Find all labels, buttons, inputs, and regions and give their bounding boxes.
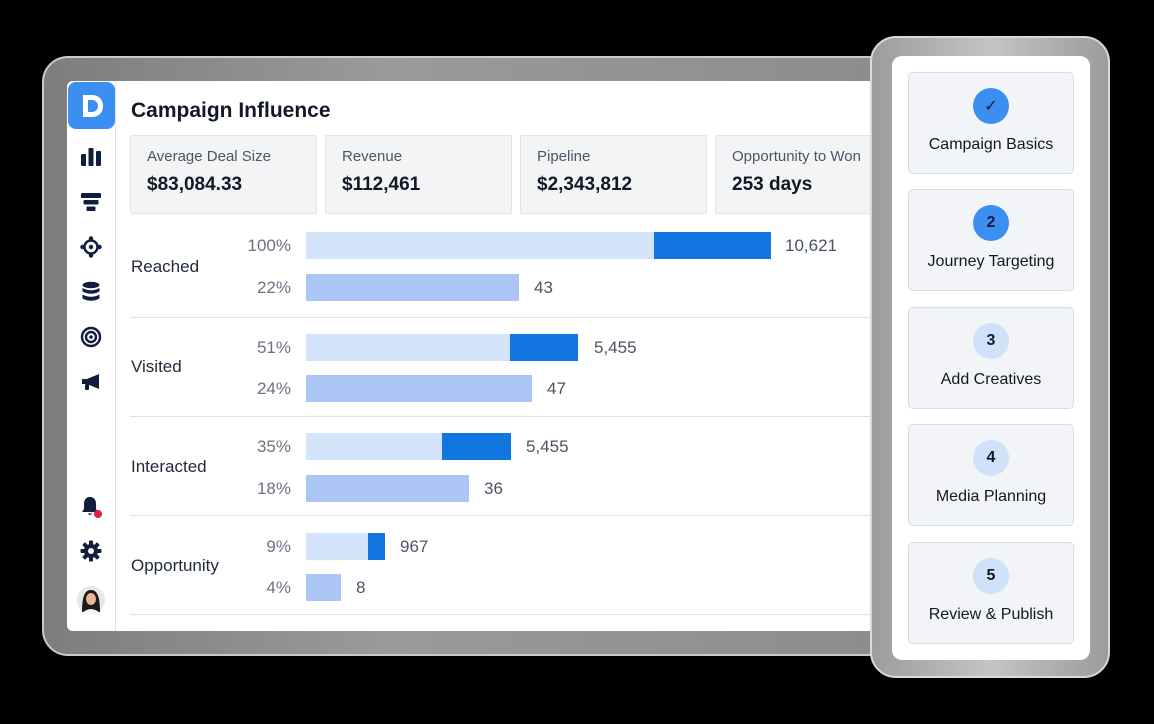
step-label: Campaign Basics	[928, 136, 1054, 153]
funnel-bar-segment[interactable]	[654, 232, 771, 259]
funnel-bar-segment[interactable]	[368, 533, 385, 560]
funnel-bar-influenced[interactable]	[306, 475, 469, 502]
stage-percent: 35%	[256, 437, 291, 456]
kpi-value: $2,343,812	[537, 174, 633, 195]
funnel-icon[interactable]	[79, 190, 103, 214]
kpi-card-revenue[interactable]: Revenue $112,461	[325, 135, 512, 214]
kpi-card-average-deal-size[interactable]: Average Deal Size $83,084.33	[130, 135, 317, 214]
funnel-bar-total[interactable]	[306, 533, 368, 560]
check-icon: ✓	[973, 88, 1009, 124]
stage-count: 47	[547, 379, 566, 398]
app-logo[interactable]	[68, 82, 115, 129]
stage-label-interacted: Interacted	[131, 457, 207, 476]
step-add-creatives[interactable]: 3 Add Creatives	[908, 307, 1074, 409]
kpi-value: 253 days	[732, 174, 813, 195]
funnel-bar-segment[interactable]	[510, 334, 578, 361]
funnel-bar-influenced[interactable]	[306, 375, 532, 402]
settings-gear-icon[interactable]	[79, 539, 103, 563]
step-number: 5	[973, 558, 1009, 594]
step-review-publish[interactable]: 5 Review & Publish	[908, 542, 1074, 644]
stage-count: 8	[356, 578, 366, 597]
funnel-bar-total[interactable]	[306, 334, 510, 361]
kpi-label: Pipeline	[537, 148, 591, 165]
stage-percent: 24%	[256, 379, 291, 398]
stage-divider	[130, 614, 877, 615]
stage-count: 5,455	[594, 338, 637, 357]
kpi-label: Average Deal Size	[147, 148, 271, 165]
step-number: 4	[973, 440, 1009, 476]
step-label: Media Planning	[935, 488, 1047, 505]
stage-count: 10,621	[785, 236, 837, 255]
kpi-value: $112,461	[342, 174, 421, 195]
funnel-bar-total[interactable]	[306, 433, 442, 460]
step-label: Add Creatives	[940, 371, 1042, 388]
stage-count: 43	[534, 278, 553, 297]
kpi-card-opportunity-to-won[interactable]: Opportunity to Won 253 days	[715, 135, 877, 214]
stage-percent: 100%	[247, 236, 291, 255]
kpi-label: Opportunity to Won	[732, 148, 861, 165]
step-number: 2	[973, 205, 1009, 241]
stage-percent: 51%	[256, 338, 291, 357]
stage-label-opportunity: Opportunity	[131, 556, 219, 575]
journey-icon[interactable]	[79, 235, 103, 259]
user-avatar[interactable]	[77, 586, 105, 614]
stage-count: 5,455	[526, 437, 569, 456]
megaphone-icon[interactable]	[79, 370, 103, 394]
step-media-planning[interactable]: 4 Media Planning	[908, 424, 1074, 526]
funnel-bar-influenced[interactable]	[306, 274, 519, 301]
kpi-card-pipeline[interactable]: Pipeline $2,343,812	[520, 135, 707, 214]
step-campaign-basics[interactable]: ✓ Campaign Basics	[908, 72, 1074, 174]
database-icon[interactable]	[79, 280, 103, 304]
step-label: Review & Publish	[928, 606, 1054, 623]
stage-divider	[130, 515, 877, 516]
analytics-icon[interactable]	[79, 144, 103, 168]
notification-bell-icon[interactable]	[79, 495, 103, 519]
logo-d-icon	[82, 94, 103, 117]
stage-percent: 22%	[256, 278, 291, 297]
funnel-bar-total[interactable]	[306, 232, 654, 259]
kpi-value: $83,084.33	[147, 174, 243, 195]
step-label: Journey Targeting	[927, 253, 1055, 270]
stage-divider	[130, 317, 877, 318]
stage-count: 967	[400, 537, 429, 556]
stage-label-reached: Reached	[131, 257, 200, 276]
page-title: Campaign Influence	[131, 99, 331, 122]
stage-divider	[130, 416, 877, 417]
stage-percent: 9%	[266, 537, 291, 556]
step-number: 3	[973, 323, 1009, 359]
stage-label-visited: Visited	[131, 357, 182, 376]
stage-percent: 18%	[256, 479, 291, 498]
step-journey-targeting[interactable]: 2 Journey Targeting	[908, 189, 1074, 291]
funnel-bar-influenced[interactable]	[306, 574, 341, 601]
sidebar	[67, 81, 116, 631]
funnel-bar-segment[interactable]	[442, 433, 511, 460]
stage-count: 36	[484, 479, 503, 498]
target-icon[interactable]	[79, 325, 103, 349]
kpi-label: Revenue	[342, 148, 403, 165]
dashboard-window: Campaign Influence Average Deal Size $83…	[67, 81, 877, 631]
stage-percent: 4%	[266, 578, 291, 597]
